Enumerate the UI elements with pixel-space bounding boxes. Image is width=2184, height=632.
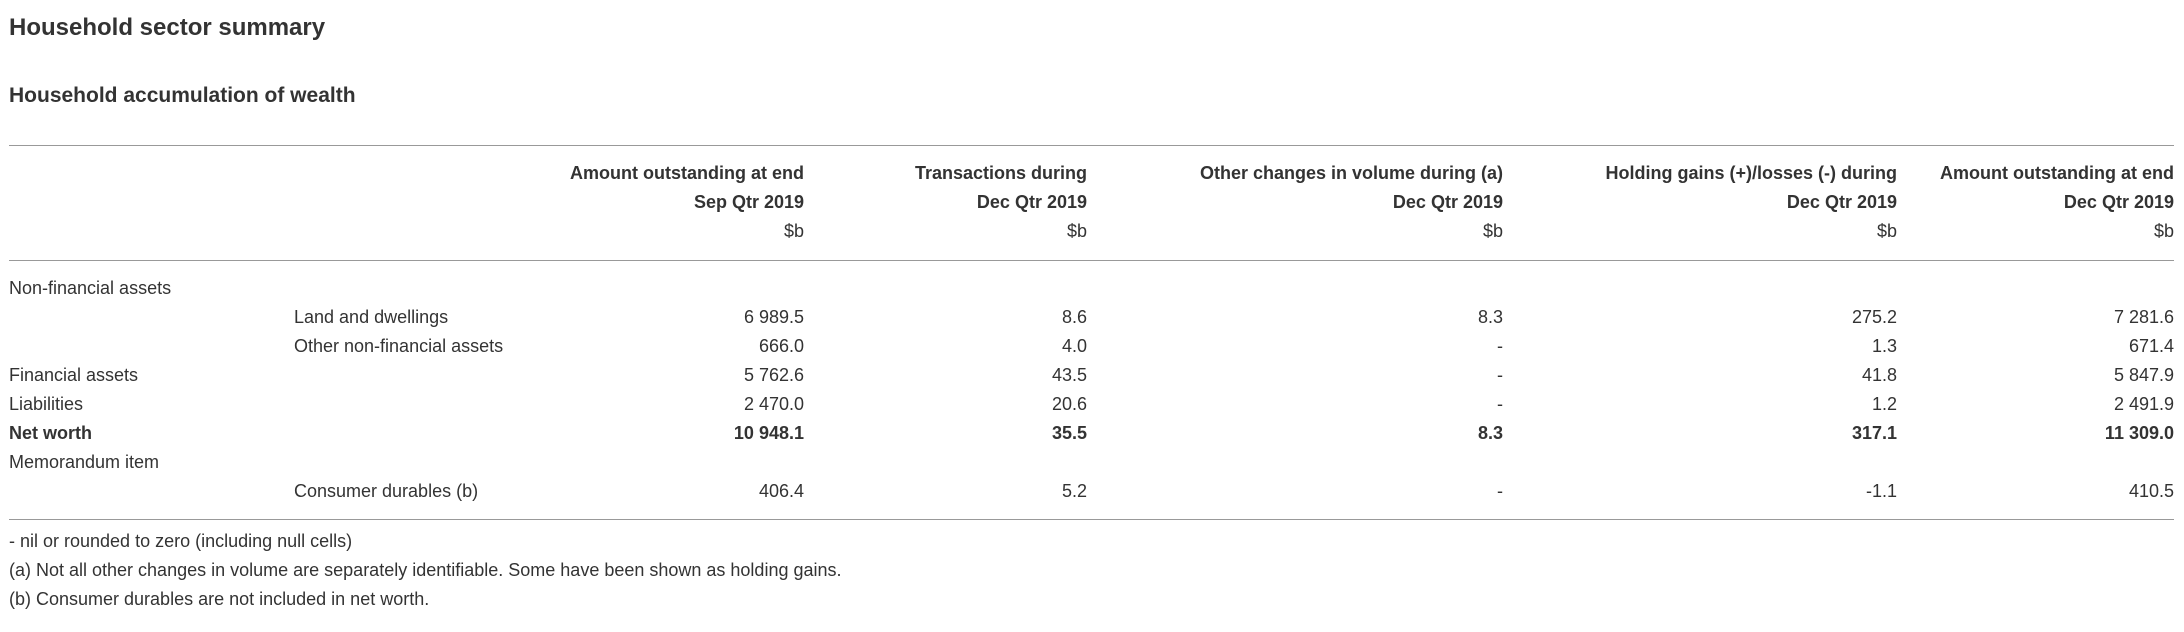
table-cell: 275.2	[1851, 307, 1897, 327]
table-cell	[1087, 448, 1503, 477]
footnote-nil: - nil or rounded to zero (including null…	[9, 531, 353, 551]
table-row-net-worth: Net worth 10 948.1 35.5 8.3 317.1 11 309…	[9, 419, 2174, 448]
table-cell: 1.3	[1871, 336, 1897, 356]
row-label: Land and dwellings	[294, 307, 449, 327]
footnote-a: (a) Not all other changes in volume are …	[9, 560, 842, 580]
column-header: Holding gains (+)/losses (-) during	[1503, 145, 1897, 188]
footnote-b: (b) Consumer durables are not included i…	[9, 589, 430, 609]
table-cell	[804, 448, 1087, 477]
table-cell: 11 309.0	[2104, 423, 2174, 443]
row-label: Consumer durables (b)	[9, 477, 543, 520]
table-cell	[1503, 261, 1897, 304]
table-cell	[543, 448, 804, 477]
table-cell: -	[1087, 477, 1503, 520]
table-row-memorandum-item: Memorandum item	[9, 448, 2174, 477]
table-cell: 5.2	[804, 477, 1087, 520]
page: Household sector summary Household accum…	[0, 0, 2184, 609]
header-empty	[9, 217, 543, 261]
table-cell: 410.5	[1897, 477, 2174, 520]
column-unit: $b	[804, 217, 1087, 261]
table-cell: 671.4	[2128, 336, 2174, 356]
section-title: Household accumulation of wealth	[9, 84, 356, 107]
wealth-table: Amount outstanding at end Transactions d…	[9, 145, 2174, 520]
column-header: Transactions during	[804, 145, 1087, 188]
table-cell: -	[1497, 336, 1503, 356]
table-cell: -	[1497, 394, 1503, 414]
table-row-land-and-dwellings: Land and dwellings 6 989.5 8.6 8.3 275.2…	[9, 303, 2174, 332]
row-label: Other non-financial assets	[294, 336, 504, 356]
table-cell: 5 847.9	[2113, 365, 2174, 385]
table-cell: 20.6	[1051, 394, 1087, 414]
table-cell: 317.1	[1851, 423, 1897, 443]
column-unit: $b	[543, 217, 804, 261]
column-unit: $b	[1897, 217, 2174, 261]
table-cell: 8.3	[1477, 307, 1503, 327]
table-cell: 406.4	[543, 477, 804, 520]
row-label: Non-financial assets	[9, 278, 172, 298]
table-cell	[1503, 448, 1897, 477]
table-row-other-non-financial-assets: Other non-financial assets 666.0 4.0 - 1…	[9, 332, 2174, 361]
table-cell: -1.1	[1503, 477, 1897, 520]
column-period: Dec Qtr 2019	[1392, 192, 1503, 212]
column-header: Amount outstanding at end	[1897, 145, 2174, 188]
column-unit: $b	[1087, 217, 1503, 261]
row-label: Liabilities	[9, 394, 84, 414]
header-row-periods: Sep Qtr 2019 Dec Qtr 2019 Dec Qtr 2019 D…	[9, 188, 2174, 217]
table-row-non-financial-assets: Non-financial assets	[9, 261, 2174, 304]
table-cell: 43.5	[1051, 365, 1087, 385]
table-cell: 5 762.6	[743, 365, 804, 385]
table-cell: 666.0	[758, 336, 804, 356]
row-label: Memorandum item	[9, 452, 160, 472]
row-label: Financial assets	[9, 365, 139, 385]
table-cell	[543, 261, 804, 304]
table-row-financial-assets: Financial assets 5 762.6 43.5 - 41.8 5 8…	[9, 361, 2174, 390]
table-cell	[1897, 261, 2174, 304]
table-cell: 1.2	[1871, 394, 1897, 414]
table-row-consumer-durables: Consumer durables (b) 406.4 5.2 - -1.1 4…	[9, 477, 2174, 520]
column-header: Other changes in volume during (a)	[1087, 145, 1503, 188]
header-empty	[9, 188, 543, 217]
column-header: Amount outstanding at end	[543, 145, 804, 188]
table-cell: -	[1497, 365, 1503, 385]
column-period: Sep Qtr 2019	[693, 192, 804, 212]
table-cell: 6 989.5	[743, 307, 804, 327]
header-row-units: $b $b $b $b $b	[9, 217, 2174, 261]
row-label: Net worth	[9, 423, 92, 443]
column-period: Dec Qtr 2019	[1786, 192, 1897, 212]
table-cell: 10 948.1	[733, 423, 804, 443]
table-cell	[1897, 448, 2174, 477]
table-cell	[804, 261, 1087, 304]
column-period: Dec Qtr 2019	[976, 192, 1087, 212]
column-unit: $b	[1503, 217, 1897, 261]
table-cell: 7 281.6	[2113, 307, 2174, 327]
table-cell: 35.5	[1051, 423, 1087, 443]
table-cell: 2 491.9	[2113, 394, 2174, 414]
header-row-titles: Amount outstanding at end Transactions d…	[9, 145, 2174, 188]
table-cell: 4.0	[1061, 336, 1087, 356]
column-period: Dec Qtr 2019	[2063, 192, 2174, 212]
table-cell: 8.6	[1061, 307, 1087, 327]
header-empty	[9, 145, 543, 188]
page-title: Household sector summary	[9, 14, 326, 41]
table-cell: 8.3	[1477, 423, 1503, 443]
table-cell: 2 470.0	[743, 394, 804, 414]
table-row-liabilities: Liabilities 2 470.0 20.6 - 1.2 2 491.9	[9, 390, 2174, 419]
table-cell	[1087, 261, 1503, 304]
footnotes: - nil or rounded to zero (including null…	[9, 527, 842, 614]
table-cell: 41.8	[1861, 365, 1897, 385]
